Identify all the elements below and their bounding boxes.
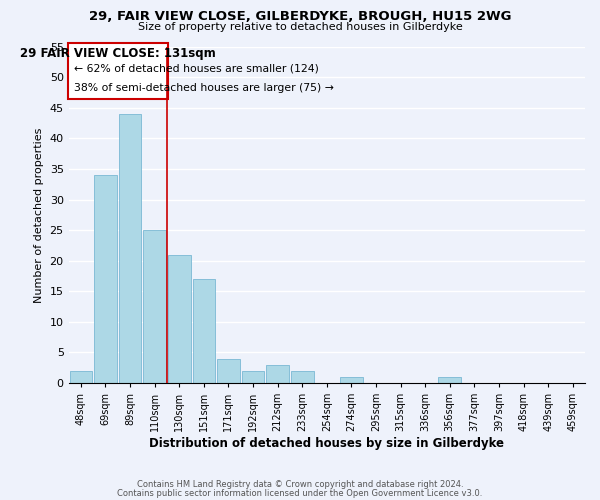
Text: Contains HM Land Registry data © Crown copyright and database right 2024.: Contains HM Land Registry data © Crown c… xyxy=(137,480,463,489)
Text: Size of property relative to detached houses in Gilberdyke: Size of property relative to detached ho… xyxy=(137,22,463,32)
Bar xyxy=(291,371,314,383)
Bar xyxy=(70,371,92,383)
Bar xyxy=(143,230,166,383)
Bar xyxy=(242,371,265,383)
Text: 29, FAIR VIEW CLOSE, GILBERDYKE, BROUGH, HU15 2WG: 29, FAIR VIEW CLOSE, GILBERDYKE, BROUGH,… xyxy=(89,10,511,23)
Text: Contains public sector information licensed under the Open Government Licence v3: Contains public sector information licen… xyxy=(118,488,482,498)
Bar xyxy=(217,358,240,383)
Bar xyxy=(266,364,289,383)
Y-axis label: Number of detached properties: Number of detached properties xyxy=(34,127,44,302)
Text: 38% of semi-detached houses are larger (75) →: 38% of semi-detached houses are larger (… xyxy=(74,82,334,92)
Bar xyxy=(340,377,362,383)
Bar xyxy=(119,114,142,383)
Text: 29 FAIR VIEW CLOSE: 131sqm: 29 FAIR VIEW CLOSE: 131sqm xyxy=(20,47,215,60)
Bar xyxy=(439,377,461,383)
Text: ← 62% of detached houses are smaller (124): ← 62% of detached houses are smaller (12… xyxy=(74,64,319,74)
X-axis label: Distribution of detached houses by size in Gilberdyke: Distribution of detached houses by size … xyxy=(149,437,504,450)
FancyBboxPatch shape xyxy=(68,43,168,100)
Bar xyxy=(193,279,215,383)
Bar xyxy=(94,175,117,383)
Bar xyxy=(168,254,191,383)
